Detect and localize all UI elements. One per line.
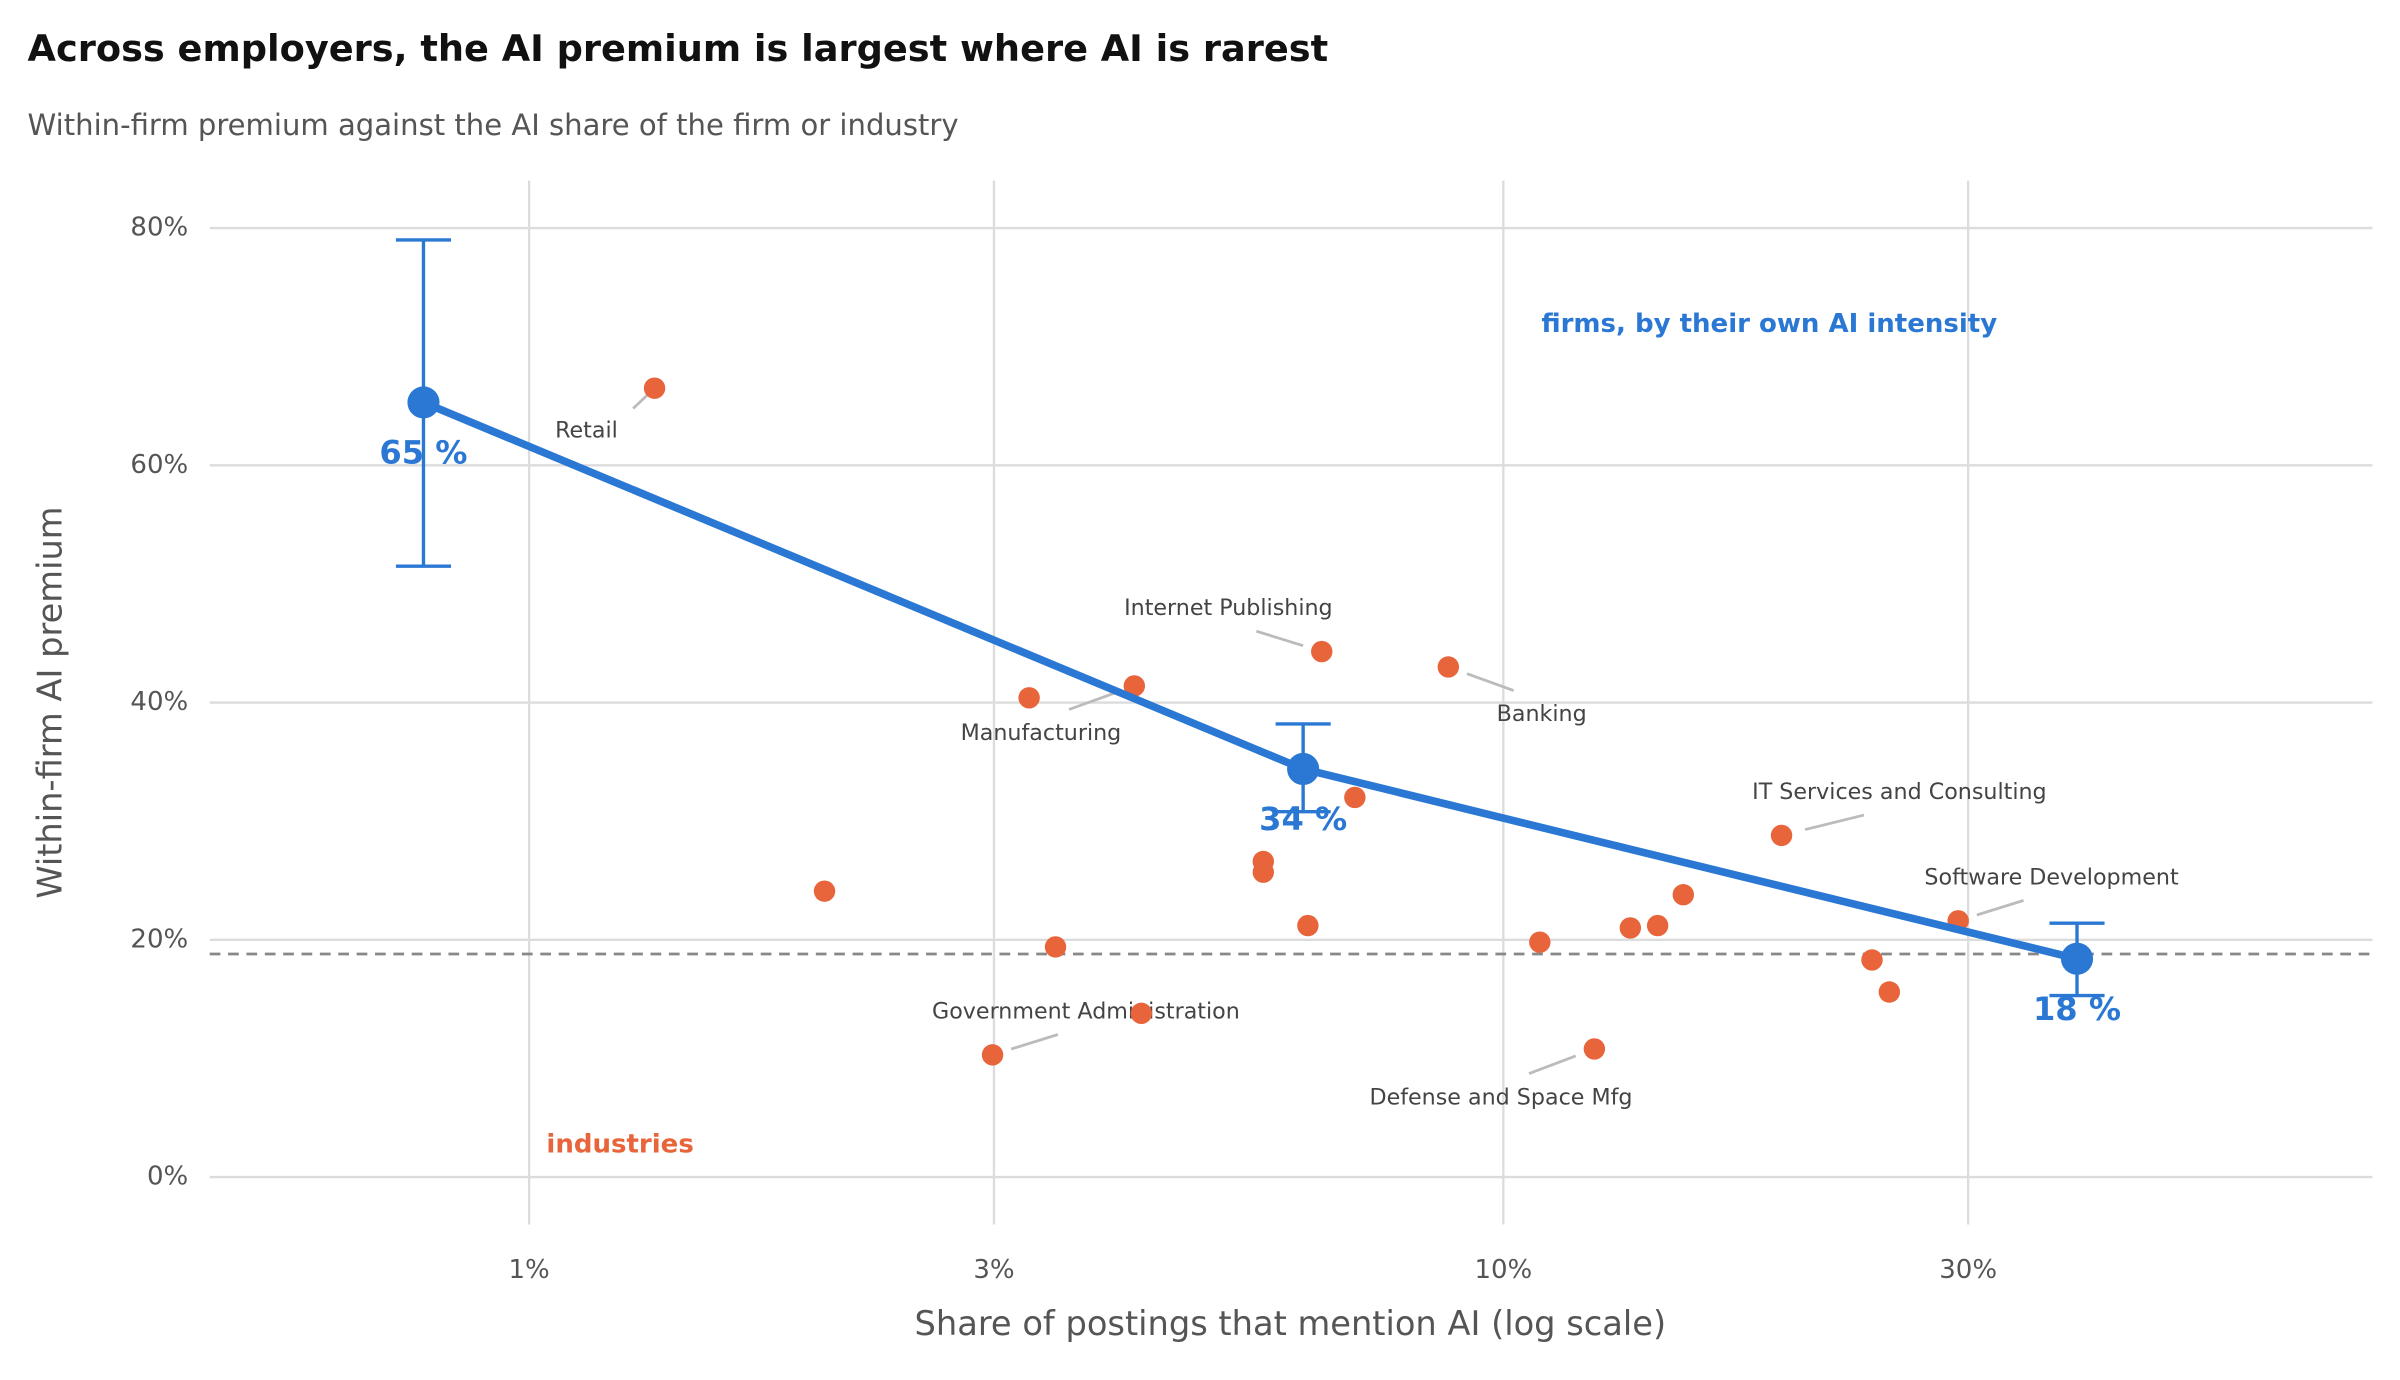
label-connector <box>1466 672 1515 692</box>
industry-point <box>1529 931 1551 953</box>
x-axis-label: Share of postings that mention AI (log s… <box>915 1304 1667 1343</box>
firm-point <box>1287 752 1320 786</box>
industry-point <box>1878 981 1901 1003</box>
label-connector <box>1976 899 2024 917</box>
legend-label: firms, by their own AI intensity <box>1541 309 1997 339</box>
value-label: 34 % <box>1259 800 1347 838</box>
label-connector <box>1255 629 1304 648</box>
point-label: Defense and Space Mfg <box>1369 1084 1632 1110</box>
x-tick-label: 30% <box>1939 1255 1997 1285</box>
industry-point <box>1018 687 1040 709</box>
point-label: Retail <box>555 418 618 444</box>
label-connector <box>1528 1054 1577 1075</box>
industry-point <box>813 880 836 902</box>
chart-title: Across employers, the AI premium is larg… <box>28 27 1329 70</box>
industry-point <box>1646 914 1669 937</box>
point-label: Internet Publishing <box>1124 595 1333 621</box>
firm-point <box>2060 942 2094 975</box>
x-tick-label: 3% <box>973 1255 1014 1285</box>
point-label: Government Administration <box>932 999 1240 1025</box>
firm-point <box>407 386 440 419</box>
industry-point <box>1583 1038 1606 1060</box>
industry-point <box>1770 824 1793 847</box>
point-label: Software Development <box>1924 864 2179 890</box>
industry-point <box>1344 786 1366 809</box>
y-tick-label: 20% <box>130 924 188 954</box>
industry-point <box>643 377 666 399</box>
point-label: IT Services and Consulting <box>1752 779 2046 805</box>
point-label: Banking <box>1497 701 1587 727</box>
industry-point <box>1619 917 1642 939</box>
x-tick-label: 10% <box>1474 1255 1532 1285</box>
trend-line <box>419 398 2081 963</box>
y-axis-label: Within-firm AI premium <box>31 506 70 898</box>
industry-point <box>1130 1002 1153 1025</box>
industry-point <box>1297 914 1319 937</box>
industry-point <box>1437 656 1460 678</box>
point-label: Manufacturing <box>961 720 1122 746</box>
y-tick-label: 60% <box>130 450 188 480</box>
industry-point <box>1044 936 1067 958</box>
label-connector <box>1068 691 1117 711</box>
industry-point <box>1123 675 1146 697</box>
label-connector <box>1804 813 1865 831</box>
value-label: 65 % <box>379 433 467 471</box>
industry-point <box>1672 884 1695 906</box>
industry-point <box>1252 861 1275 883</box>
legend-label: industries <box>546 1129 693 1159</box>
y-tick-label: 0% <box>147 1162 188 1192</box>
industry-point <box>981 1044 1004 1066</box>
x-tick-label: 1% <box>509 1255 550 1285</box>
y-tick-label: 80% <box>130 213 188 243</box>
industry-point <box>1311 640 1333 663</box>
industry-point <box>1861 949 1883 971</box>
label-connector <box>632 393 650 410</box>
y-tick-label: 40% <box>130 687 188 717</box>
label-connector <box>1010 1033 1059 1051</box>
value-label: 18 % <box>2033 990 2121 1028</box>
chart-subtitle: Within-firm premium against the AI share… <box>28 108 959 142</box>
